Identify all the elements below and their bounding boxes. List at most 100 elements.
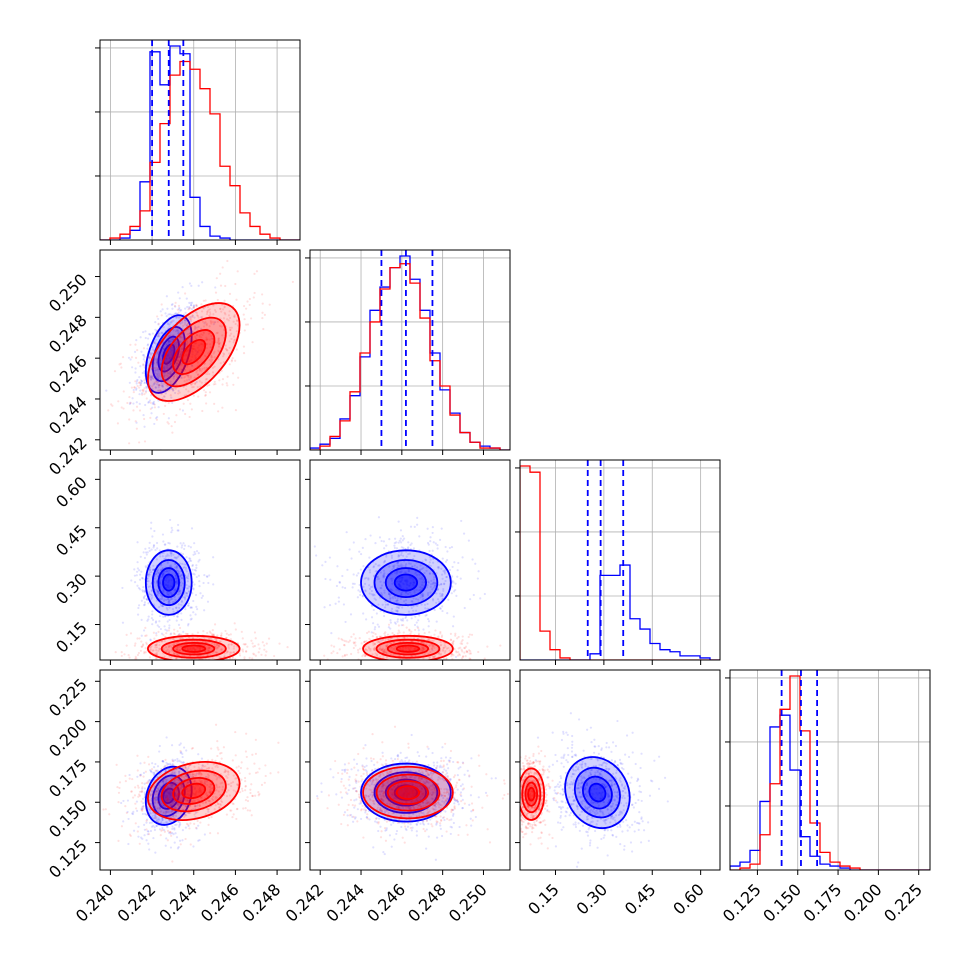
scatter-point xyxy=(431,588,434,591)
scatter-point xyxy=(174,832,177,835)
scatter-point xyxy=(151,375,154,378)
scatter-point xyxy=(434,654,437,657)
scatter-point xyxy=(224,284,227,288)
scatter-point xyxy=(160,382,163,385)
scatter-point xyxy=(389,664,391,666)
scatter-point xyxy=(105,389,108,392)
scatter-point xyxy=(399,586,403,589)
scatter-point xyxy=(394,609,397,612)
scatter-point xyxy=(161,573,164,577)
scatter-point xyxy=(390,554,393,557)
scatter-point xyxy=(152,836,155,840)
scatter-point xyxy=(170,772,174,775)
scatter-point xyxy=(405,586,408,590)
scatter-point xyxy=(158,332,161,335)
scatter-point xyxy=(186,604,190,607)
scatter-point xyxy=(424,559,428,562)
scatter-point xyxy=(168,599,171,603)
scatter-point xyxy=(155,653,159,656)
scatter-point xyxy=(175,657,178,660)
scatter-point xyxy=(187,390,190,393)
scatter-point xyxy=(341,638,344,642)
scatter-point xyxy=(168,626,171,630)
scatter-point xyxy=(177,590,180,594)
scatter-point xyxy=(234,359,237,362)
scatter-point xyxy=(176,615,179,618)
scatter-point xyxy=(408,562,411,565)
scatter-point xyxy=(137,651,140,655)
scatter-point xyxy=(189,315,192,319)
scatter-point xyxy=(163,615,167,618)
scatter-point xyxy=(343,653,347,657)
scatter-point xyxy=(185,774,188,777)
scatter-point xyxy=(152,383,155,386)
scatter-point xyxy=(149,378,153,381)
scatter-point xyxy=(224,629,227,633)
scatter-point xyxy=(337,637,340,640)
scatter-point xyxy=(159,363,162,366)
scatter-point xyxy=(479,597,482,600)
scatter-point xyxy=(154,386,158,389)
scatter-point xyxy=(399,537,402,540)
scatter-point xyxy=(165,579,168,582)
scatter-point xyxy=(194,805,197,808)
scatter-point xyxy=(201,764,204,767)
scatter-point xyxy=(167,401,170,405)
scatter-point xyxy=(213,773,216,777)
scatter-point xyxy=(378,564,381,567)
scatter-point xyxy=(179,336,182,339)
scatter-point xyxy=(170,834,173,837)
scatter-point xyxy=(468,633,471,636)
scatter-point xyxy=(150,548,153,551)
scatter-point xyxy=(392,664,394,666)
scatter-point xyxy=(483,657,486,660)
scatter-point xyxy=(228,326,232,329)
scatter-point xyxy=(176,355,179,358)
scatter-point xyxy=(120,825,124,828)
contour-line xyxy=(151,559,186,607)
scatter-point xyxy=(155,662,157,664)
scatter-point xyxy=(189,647,192,650)
scatter-point xyxy=(429,585,432,588)
scatter-point xyxy=(187,587,190,590)
scatter-point xyxy=(208,325,211,328)
scatter-point xyxy=(131,397,134,400)
scatter-point xyxy=(178,306,181,310)
scatter-point xyxy=(462,532,466,535)
scatter-point xyxy=(213,321,216,324)
scatter-point xyxy=(335,584,339,588)
scatter-point xyxy=(190,408,193,411)
scatter-point xyxy=(166,307,169,310)
scatter-point xyxy=(396,564,399,567)
scatter-point xyxy=(191,773,194,776)
scatter-point xyxy=(180,546,183,549)
scatter-point xyxy=(332,650,335,653)
scatter-point xyxy=(389,599,392,602)
scatter-point xyxy=(157,788,160,791)
scatter-point xyxy=(145,819,148,822)
scatter-point xyxy=(156,351,159,354)
scatter-point xyxy=(153,366,156,370)
scatter-point xyxy=(418,535,421,538)
density-level xyxy=(163,574,175,591)
scatter-point xyxy=(205,338,208,341)
scatter-point xyxy=(393,647,396,650)
scatter-point xyxy=(231,657,234,660)
scatter-point xyxy=(166,345,170,348)
scatter-point xyxy=(430,647,433,650)
scatter-point xyxy=(401,648,404,651)
scatter-point xyxy=(159,771,163,774)
scatter-point xyxy=(174,598,177,601)
scatter-point xyxy=(175,648,179,651)
scatter-point xyxy=(404,564,407,567)
scatter-point xyxy=(180,761,184,764)
scatter-point xyxy=(383,575,386,578)
scatter-point xyxy=(420,646,424,649)
scatter-point xyxy=(193,568,196,572)
scatter-point xyxy=(162,811,165,814)
scatter-point xyxy=(215,277,218,280)
scatter-point xyxy=(136,567,140,570)
scatter-point xyxy=(224,347,228,350)
scatter-point xyxy=(368,637,371,640)
scatter-point xyxy=(145,385,148,389)
